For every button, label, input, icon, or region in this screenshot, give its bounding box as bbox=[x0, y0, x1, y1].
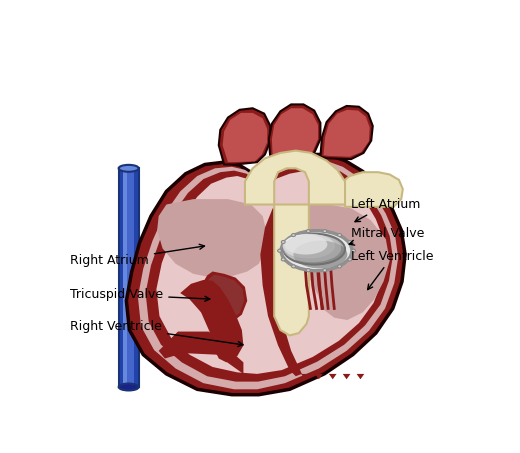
Polygon shape bbox=[323, 110, 370, 157]
Polygon shape bbox=[159, 332, 243, 374]
Polygon shape bbox=[134, 169, 139, 387]
Polygon shape bbox=[329, 374, 336, 379]
Ellipse shape bbox=[323, 269, 327, 272]
Polygon shape bbox=[119, 169, 123, 387]
Ellipse shape bbox=[352, 249, 356, 252]
Text: Mitral Valve: Mitral Valve bbox=[349, 226, 424, 245]
Polygon shape bbox=[301, 374, 309, 379]
Ellipse shape bbox=[323, 230, 327, 233]
Ellipse shape bbox=[306, 230, 310, 233]
Polygon shape bbox=[261, 208, 302, 376]
Ellipse shape bbox=[278, 249, 281, 252]
Ellipse shape bbox=[283, 235, 341, 262]
Ellipse shape bbox=[292, 265, 295, 268]
Ellipse shape bbox=[337, 233, 342, 236]
Ellipse shape bbox=[348, 241, 352, 244]
Polygon shape bbox=[315, 374, 323, 379]
Ellipse shape bbox=[293, 241, 347, 269]
Ellipse shape bbox=[284, 235, 327, 255]
Polygon shape bbox=[197, 271, 247, 324]
Ellipse shape bbox=[306, 269, 310, 272]
Text: Right Atrium: Right Atrium bbox=[70, 244, 204, 267]
Polygon shape bbox=[180, 280, 243, 362]
Text: Tricuspid Valve: Tricuspid Valve bbox=[70, 288, 210, 301]
Ellipse shape bbox=[119, 165, 139, 172]
Polygon shape bbox=[146, 165, 393, 381]
Text: Left Atrium: Left Atrium bbox=[351, 198, 421, 222]
Polygon shape bbox=[123, 169, 127, 387]
Polygon shape bbox=[282, 204, 389, 320]
Polygon shape bbox=[343, 374, 350, 379]
Polygon shape bbox=[157, 199, 267, 278]
Polygon shape bbox=[245, 150, 345, 204]
Ellipse shape bbox=[348, 258, 352, 261]
Ellipse shape bbox=[337, 265, 342, 268]
Polygon shape bbox=[223, 113, 267, 162]
Polygon shape bbox=[119, 169, 139, 387]
Polygon shape bbox=[126, 154, 405, 395]
Ellipse shape bbox=[292, 233, 295, 236]
Ellipse shape bbox=[283, 234, 335, 258]
Ellipse shape bbox=[284, 235, 352, 271]
Polygon shape bbox=[357, 374, 365, 379]
Ellipse shape bbox=[283, 234, 345, 265]
Ellipse shape bbox=[281, 258, 285, 261]
Ellipse shape bbox=[281, 241, 285, 244]
Polygon shape bbox=[269, 104, 320, 159]
Ellipse shape bbox=[119, 384, 139, 390]
Polygon shape bbox=[320, 106, 373, 159]
Polygon shape bbox=[274, 204, 309, 335]
Polygon shape bbox=[219, 108, 270, 164]
Polygon shape bbox=[345, 172, 403, 207]
Ellipse shape bbox=[281, 231, 352, 271]
Polygon shape bbox=[200, 275, 244, 321]
Polygon shape bbox=[138, 161, 398, 389]
Polygon shape bbox=[272, 108, 318, 157]
Text: Left Ventricle: Left Ventricle bbox=[351, 250, 434, 289]
Polygon shape bbox=[157, 171, 386, 374]
Text: Right Ventricle: Right Ventricle bbox=[70, 320, 243, 347]
